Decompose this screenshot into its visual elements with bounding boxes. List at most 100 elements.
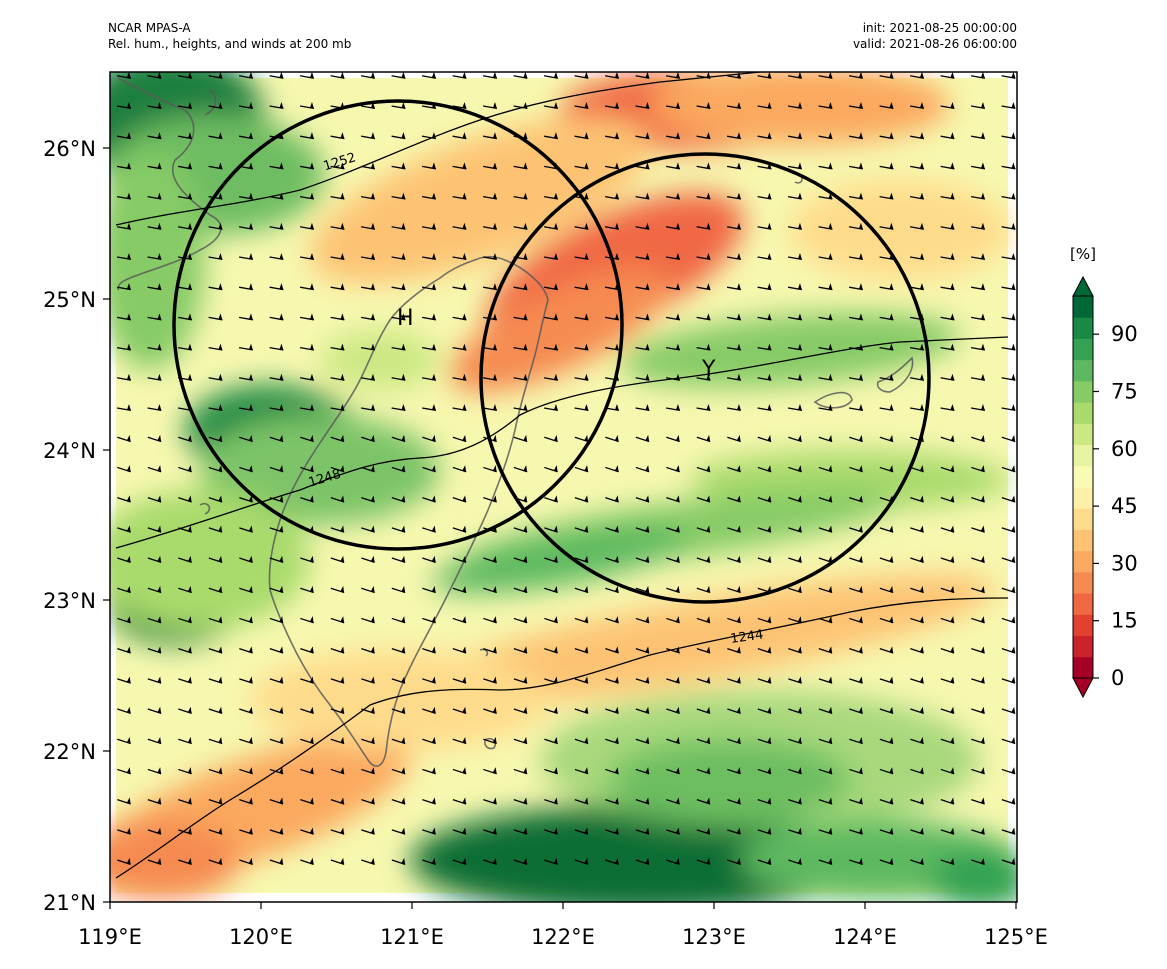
wind-barb [971, 585, 985, 594]
colorbar-tick-label: 0 [1111, 666, 1124, 690]
wind-barb [605, 646, 619, 654]
wind-barb [239, 767, 253, 775]
wind-barb [757, 252, 772, 261]
wind-barb [177, 101, 193, 110]
wind-barb [910, 767, 924, 775]
colorbar-tick-label: 45 [1111, 494, 1138, 518]
wind-barb [849, 495, 863, 503]
wind-barb [300, 827, 314, 835]
wind-barb [178, 585, 192, 594]
wind-barb [391, 736, 406, 745]
wind-barb [818, 283, 833, 291]
wind-barb [513, 192, 528, 200]
wind-barb [208, 403, 223, 412]
wind-barb [452, 72, 467, 79]
wind-barb [1001, 555, 1016, 563]
wind-barb [879, 525, 894, 533]
wind-barb [116, 343, 132, 351]
wind-barb [818, 101, 833, 110]
wind-barb [940, 646, 955, 654]
wind-barb [727, 585, 741, 594]
wind-barb [1001, 373, 1016, 381]
wind-barb [117, 465, 131, 473]
wind-barb [940, 222, 955, 230]
wind-barb [422, 827, 436, 835]
wind-barb [757, 706, 772, 714]
wind-barb [910, 525, 924, 533]
wind-barb [910, 555, 924, 563]
wind-barb [665, 162, 681, 170]
wind-barb [635, 465, 650, 473]
wind-barb [483, 797, 497, 805]
wind-barb [452, 797, 467, 805]
wind-barb [848, 101, 864, 110]
wind-barb [818, 736, 833, 745]
wind-barb [665, 132, 681, 140]
wind-barb [452, 132, 467, 140]
wind-barb [757, 736, 772, 745]
colorbar: [%] 0 15 30 45 60 75 90 [1070, 245, 1138, 699]
wind-barb [544, 827, 558, 835]
wind-barb [208, 585, 223, 594]
wind-barb [544, 646, 558, 654]
wind-barb [788, 827, 802, 835]
wind-barb [543, 252, 559, 261]
wind-barb [513, 373, 528, 381]
wind-barb [909, 222, 925, 230]
wind-barb [604, 101, 620, 110]
wind-barb [116, 222, 132, 230]
wind-barb [818, 434, 833, 443]
wind-barb [238, 72, 254, 79]
wind-barb [879, 555, 894, 563]
wind-barb [635, 857, 650, 865]
wind-barb [117, 827, 131, 835]
wind-barb [696, 222, 711, 230]
wind-barb [940, 313, 955, 321]
wind-barb [818, 767, 833, 775]
wind-barb [696, 192, 711, 200]
wind-barb [909, 403, 925, 412]
wind-barb [330, 525, 345, 533]
wind-barb [1001, 827, 1016, 835]
wind-barb [361, 646, 375, 654]
wind-barb [147, 736, 162, 745]
colorbar-segment [1073, 423, 1093, 446]
wind-barb [940, 525, 955, 533]
wind-barb [970, 313, 986, 321]
wind-barb [849, 767, 863, 775]
wind-barb [299, 132, 315, 140]
wind-barb [940, 495, 955, 503]
wind-barb [239, 857, 253, 865]
wind-barb [543, 222, 559, 230]
wind-barb [909, 343, 925, 351]
x-axis: 119°E 120°E 121°E 122°E 123°E 124°E 125°… [78, 902, 1048, 949]
wind-barb [147, 555, 162, 563]
wind-barb [421, 72, 437, 79]
wind-barb [635, 585, 650, 594]
wind-barb [147, 222, 162, 230]
wind-barb [269, 373, 284, 381]
wind-barb [727, 857, 741, 865]
wind-barb [239, 495, 253, 503]
wind-barb [909, 162, 925, 170]
wind-barb [787, 132, 803, 140]
wind-barb [238, 343, 254, 351]
wind-barb [300, 616, 314, 624]
wind-barb [452, 283, 467, 291]
wind-barb [971, 706, 985, 714]
wind-barb [970, 403, 986, 412]
wind-barb [269, 736, 284, 745]
wind-barb [1001, 252, 1016, 261]
wind-barb [147, 434, 162, 443]
wind-barb [1001, 646, 1016, 654]
wind-barb [117, 797, 131, 805]
x-tick-label: 120°E [229, 925, 293, 949]
wind-barb [665, 283, 681, 291]
colorbar-tick-label: 30 [1111, 551, 1138, 575]
wind-barb [483, 676, 497, 684]
wind-barb [879, 313, 894, 321]
wind-barb [452, 373, 467, 381]
wind-barb [513, 555, 528, 563]
wind-barb [513, 616, 528, 624]
wind-barb [299, 283, 315, 291]
